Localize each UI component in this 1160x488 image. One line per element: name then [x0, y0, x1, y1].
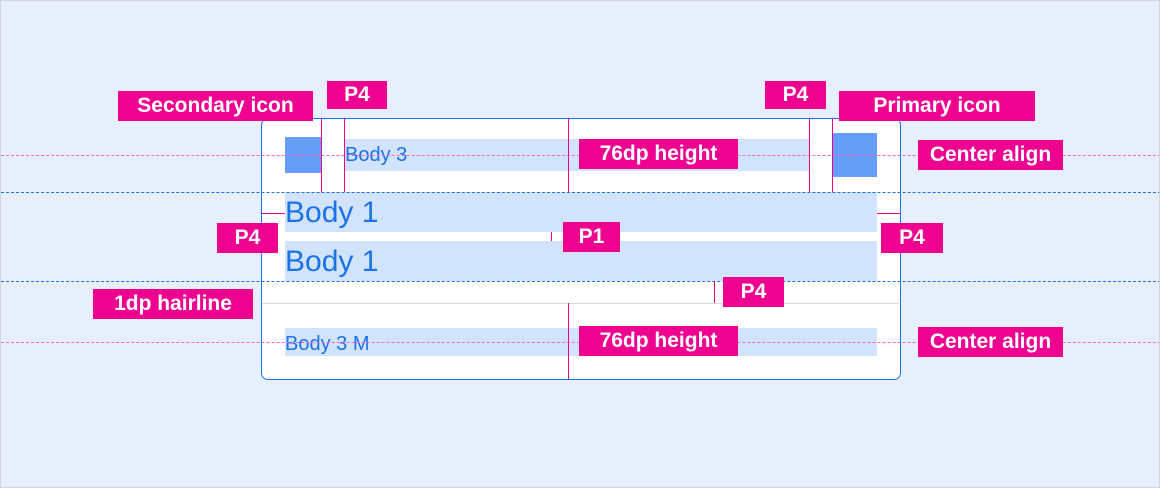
- hairline-divider: [262, 303, 899, 304]
- height-label: 76dp height: [579, 139, 738, 169]
- center-align-label: Center align: [918, 140, 1063, 170]
- primary-icon-label: Primary icon: [839, 91, 1035, 121]
- row-guide-bottom: [1, 281, 1159, 282]
- p4-label: P4: [217, 223, 278, 253]
- height-line: [568, 118, 569, 192]
- hairline-label: 1dp hairline: [93, 289, 253, 319]
- p1-label: P1: [563, 222, 620, 252]
- spacing-line: [809, 118, 810, 192]
- p1-line: [551, 232, 552, 241]
- secondary-icon-label: Secondary icon: [118, 91, 313, 121]
- p4-label: P4: [765, 81, 826, 109]
- p4-label: P4: [723, 277, 784, 307]
- p4-label: P4: [881, 223, 943, 253]
- p4-left-line: [261, 213, 285, 214]
- p4-label: P4: [327, 81, 387, 109]
- body1-text-second: Body 1: [285, 241, 877, 281]
- spacing-line: [321, 118, 322, 192]
- height-line: [568, 303, 569, 379]
- center-align-label: Center align: [918, 327, 1063, 357]
- row-guide-top: [1, 192, 1159, 193]
- height-label: 76dp height: [579, 326, 738, 356]
- spacing-line: [832, 118, 833, 192]
- p4-line: [714, 281, 715, 303]
- spacing-line: [344, 118, 345, 192]
- p4-right-line: [877, 213, 901, 214]
